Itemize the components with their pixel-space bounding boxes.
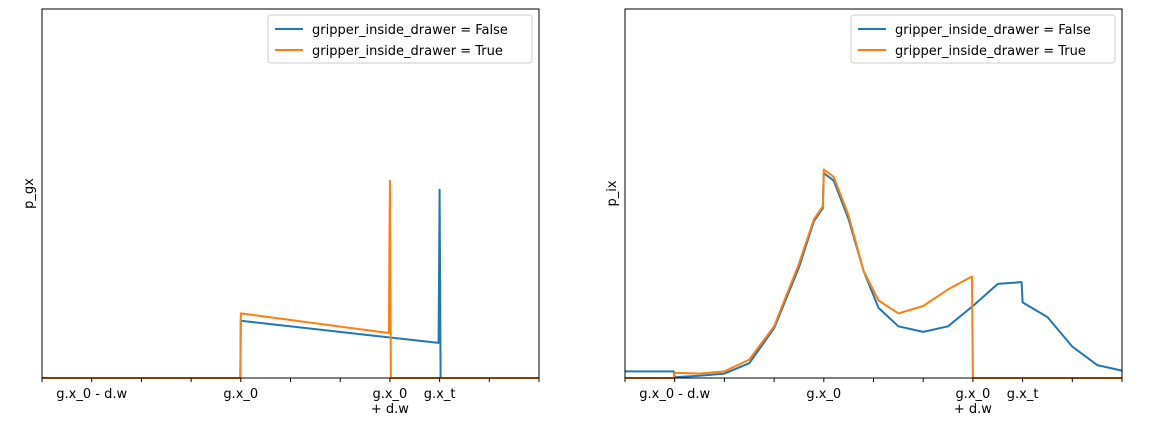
left-chart-p-gx: g.x_0 - d.w g.x_0 g.x_0 + d.w g.x_t p_gx gripp… <box>22 8 540 417</box>
plot-frame <box>41 8 540 379</box>
plot-frame <box>624 8 1123 379</box>
y-axis-label: p_ix <box>605 180 620 206</box>
legend: gripper_inside_drawer = False gripper_ins… <box>267 14 533 64</box>
y-axis-label: p_gx <box>22 178 37 209</box>
legend-entry: gripper_inside_drawer = True <box>895 44 1086 59</box>
x-tick-label: g.x_t <box>424 387 456 402</box>
legend-box <box>267 14 533 64</box>
x-tick-label: g.x_t <box>1007 387 1039 402</box>
series-line-2 <box>42 179 539 379</box>
legend-entry: gripper_inside_drawer = False <box>312 23 508 38</box>
x-tick-label: g.x_0 <box>223 387 258 402</box>
series-line-2 <box>625 168 1122 379</box>
right-chart-p-ix: g.x_0 - d.w g.x_0 g.x_0 + d.w g.x_t p_ix gripp… <box>605 8 1123 417</box>
legend-box <box>850 14 1116 64</box>
series-line-1 <box>625 172 1123 379</box>
legend-entry: gripper_inside_drawer = True <box>312 44 503 59</box>
x-tick-label: g.x_0 + d.w <box>371 387 409 417</box>
x-tick-label: g.x_0 - d.w <box>639 387 710 402</box>
legend: gripper_inside_drawer = False gripper_ins… <box>850 14 1116 64</box>
legend-entry: gripper_inside_drawer = False <box>895 23 1091 38</box>
x-tick-label: g.x_0 - d.w <box>56 387 127 402</box>
x-tick-label: g.x_0 + d.w <box>954 387 992 417</box>
x-tick-label: g.x_0 <box>806 387 841 402</box>
